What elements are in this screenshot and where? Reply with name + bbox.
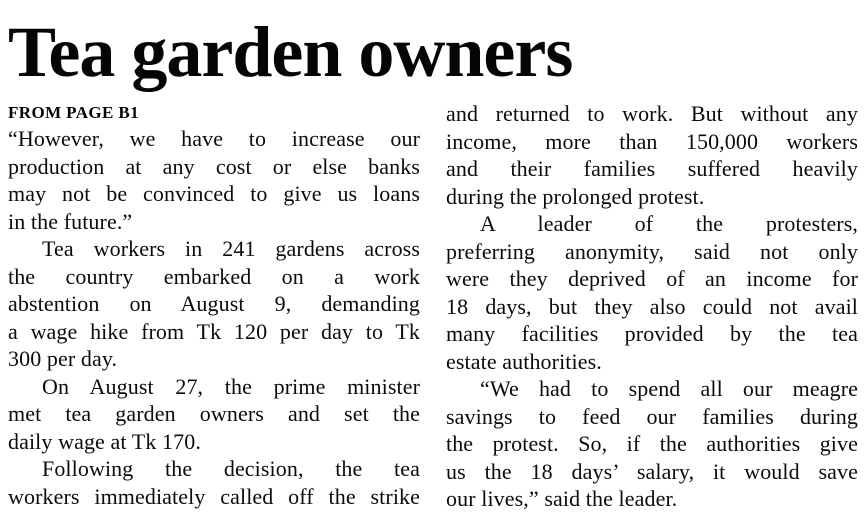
text-line: “However, we have to increase our [8,126,420,151]
text-line: the country embarked on a work [8,263,420,289]
text-line: many facilities provided by the tea [446,321,858,346]
text-line: income, more than 150,000 workers [446,128,858,154]
text-line: were they deprived of an income for [446,266,858,291]
text-line: a wage hike from Tk 120 per day to Tk [8,318,420,344]
text-line: Tea workers in 241 gardens across [42,236,420,261]
text-line: during the prolonged protest. [446,183,705,209]
text-line: savings to feed our families during [446,403,858,429]
text-line: our lives,” said the leader. [446,486,678,511]
text-line: 18 days, but they also could not avail [446,293,858,319]
text-line: 300 per day. [8,346,118,371]
article-headline: Tea garden owners [8,12,573,92]
text-line: workers immediately called off the strik… [8,483,420,509]
article-column-left: FROM PAGE B1 “However, we have to increa… [8,100,420,513]
text-line: may not be convinced to give us loans [8,181,420,206]
text-line: estate authorities. [446,348,602,374]
text-line: production at any cost or else banks [8,153,420,179]
text-line: preferring anonymity, said not only [446,238,858,264]
text-line: On August 27, the prime minister [42,373,420,399]
text-line: us the 18 days’ salary, it would save [446,458,858,484]
text-line: Following the decision, the tea [42,456,420,481]
text-line: and their families suffered heavily [446,156,858,181]
text-line: A leader of the protesters, [480,211,858,236]
kicker-from-page: FROM PAGE B1 [8,103,140,122]
text-line: the protest. So, if the authorities give [446,431,858,456]
article-columns: FROM PAGE B1 “However, we have to increa… [8,100,859,513]
text-line: daily wage at Tk 170. [8,428,201,454]
article-column-right: and returned to work. But without any inc… [446,100,858,513]
text-line: met tea garden owners and set the [8,401,420,426]
text-line: abstention on August 9, demanding [8,291,420,316]
text-line: “We had to spend all our meagre [480,376,858,401]
text-line: in the future.” [8,208,133,234]
text-line: and returned to work. But without any [446,101,858,126]
